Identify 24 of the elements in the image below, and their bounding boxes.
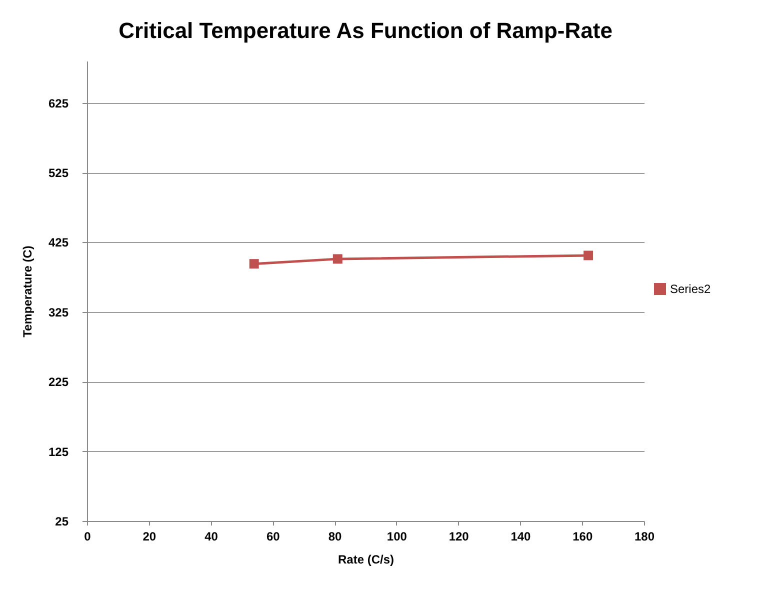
y-tick-label: 325 [48,305,69,320]
y-tick-label: 125 [48,444,69,459]
y-tick-label: 625 [48,96,69,110]
y-tick-label: 425 [48,236,69,250]
x-axis-title: Rate (C/s) [338,552,394,566]
y-tick-label: 25 [55,514,69,528]
y-axis-title: Temperature (C) [20,246,34,338]
point [332,254,342,264]
y-tick-label: 525 [48,166,69,180]
point [584,250,594,260]
x-tick-label: 100 [386,530,408,544]
x-tick-label: 20 [142,530,156,544]
x-tick-label: 60 [266,530,280,544]
x-tick-label: 80 [328,530,342,544]
point [249,259,259,269]
x-tick-label: 0 [84,530,92,544]
x-tick-label: 40 [204,530,218,544]
legend-label: Series2 [670,282,712,296]
x-tick-label: 120 [448,530,470,544]
chart-title: Critical Temperature As Function of Ramp-Rate [118,18,612,43]
x-tick-label: 160 [572,530,593,544]
x-tick-label: 180 [634,530,655,544]
x-tick-label: 140 [510,530,532,544]
y-tick-label: 225 [48,375,69,390]
